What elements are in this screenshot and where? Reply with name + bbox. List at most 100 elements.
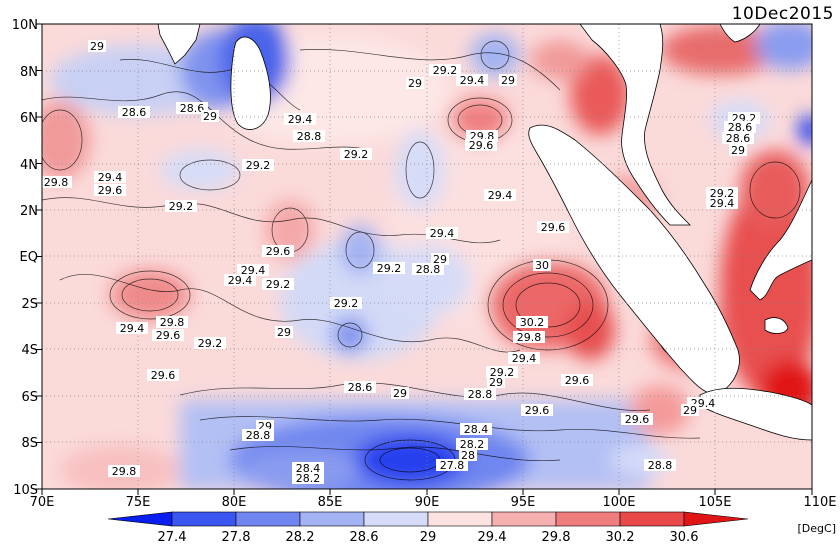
lat-label: 8N [20, 65, 38, 80]
contour-label-bg [513, 331, 545, 343]
lat-label: 6S [21, 390, 38, 405]
contour-label: 29.4 [241, 264, 266, 277]
contour-label-bg [237, 264, 269, 276]
contour-label: 30.2 [520, 316, 545, 329]
contour-label-bg [340, 148, 372, 160]
contour-label: 29.6 [98, 184, 123, 197]
contour-label-bg [681, 404, 699, 416]
contour-label: 29.2 [169, 200, 194, 213]
contour-label: 29.4 [98, 171, 123, 184]
lat-label: 10S [13, 483, 38, 498]
contour-label-bg [373, 262, 405, 274]
contour-label-bg [484, 189, 516, 201]
contour-label-bg [456, 74, 488, 86]
contour-label-bg [147, 369, 179, 381]
colorbar-segment [299, 511, 365, 527]
contour-label-bg [724, 121, 756, 133]
colorbar-label: 30.6 [670, 530, 699, 545]
contour-label-bg [156, 316, 188, 328]
contour-label-bg [644, 459, 676, 471]
contour-label: 29.8 [44, 176, 69, 189]
contour-label: 29.4 [488, 189, 513, 202]
colorbar-segment [107, 511, 173, 527]
contour-label: 29.6 [565, 374, 590, 387]
contour-label-bg [431, 253, 449, 265]
contour-label: 28.8 [468, 388, 493, 401]
contour-label-bg [486, 366, 518, 378]
longitude-labels: 70E 75E 80E 85E 90E 95E 100E 105E 110E [30, 495, 837, 510]
lon-label: 110E [803, 495, 836, 510]
contour-label-bg [516, 316, 548, 328]
contour-label-bg [194, 337, 226, 349]
contour-label-bg [293, 130, 325, 142]
contour-label: 29 [203, 110, 217, 123]
contour-label: 29 [408, 77, 422, 90]
lon-label: 95E [511, 495, 536, 510]
contour-label-bg [412, 263, 444, 275]
contour-label-bg [706, 197, 738, 209]
contour-label-bg [561, 374, 593, 386]
contour-label: 29.2 [344, 148, 369, 161]
colorbar-label: 28.6 [350, 530, 379, 545]
contour-label: 29.8 [160, 316, 185, 329]
contour-label: 29 [489, 376, 503, 389]
contour-label: 29.4 [710, 197, 735, 210]
contour-label-bg [456, 438, 488, 450]
lon-label: 105E [698, 495, 731, 510]
contour-label-bg [116, 322, 148, 334]
contour-label-bg [284, 113, 316, 125]
contour-label-bg [42, 176, 72, 188]
colorbar-segment [363, 511, 429, 527]
contour-label: 29.4 [460, 74, 485, 87]
contour-label-bg [508, 352, 540, 364]
lon-label: 85E [318, 495, 343, 510]
contour-label: 28.6 [728, 121, 753, 134]
contour-label: 29.2 [266, 278, 291, 291]
contour-label-bg [262, 278, 294, 290]
contour-label-bg [706, 187, 738, 199]
contour-label-bg [459, 449, 477, 461]
contour-label: 29.6 [469, 139, 494, 152]
contour-label-bg [330, 297, 362, 309]
lat-label: 4N [20, 158, 38, 173]
colorbar-segment [427, 511, 493, 527]
contour-label: 28.6 [180, 102, 205, 115]
contour-label: 29.8 [112, 465, 137, 478]
contour-label: 29 [731, 144, 745, 157]
contour-label: 29.2 [334, 297, 359, 310]
contour-label: 29.4 [120, 322, 145, 335]
contour-label: 29.6 [266, 245, 291, 258]
contour-label: 29 [90, 40, 104, 53]
contour-label-bg [533, 259, 551, 271]
contour-label-bg [344, 381, 376, 393]
gridlines [42, 24, 812, 489]
contour-label: 28.4 [464, 423, 489, 436]
contour-label: 29.2 [198, 337, 223, 350]
contour-label: 28.8 [648, 459, 673, 472]
contour-label-bg [118, 106, 150, 118]
contour-label: 28.8 [416, 263, 441, 276]
contour-label-bg [465, 139, 497, 151]
colorbar-label: 29.8 [542, 530, 571, 545]
contour-label: 28.6 [348, 381, 373, 394]
lat-label: 10N [12, 18, 38, 33]
contour-label-bg [275, 326, 293, 338]
contour-label: 29.8 [517, 331, 542, 344]
contour-label-bg [621, 413, 653, 425]
contour-label-bg [722, 132, 754, 144]
lat-label: 4S [21, 343, 38, 358]
contour-label-bg [165, 200, 197, 212]
colorbar-label: 29 [420, 530, 437, 545]
contour-label: 28.6 [726, 132, 751, 145]
colorbar-segment [235, 511, 301, 527]
contour-label-bg [88, 40, 106, 52]
colorbar-label: 29.4 [478, 530, 507, 545]
contour-label: 29.2 [246, 159, 271, 172]
contour-label-bg [242, 429, 274, 441]
contour-label: 29.6 [525, 404, 550, 417]
latitude-labels: 10N 8N 6N 4N 2N EQ 2S 4S 6S 8S 10S [12, 18, 38, 498]
contour-label-bg [94, 184, 126, 196]
contour-label: 27.8 [440, 459, 465, 472]
